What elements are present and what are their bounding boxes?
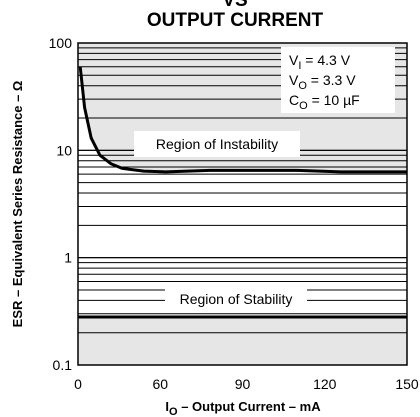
stability-label: Region of Stability [180, 291, 293, 307]
y-tick-label: 0.1 [53, 357, 73, 373]
vi-rest: = 4.3 V [301, 52, 350, 68]
x-axis-label-rest: – Output Current – mA [178, 399, 322, 414]
x-tick-label: 0 [74, 376, 82, 392]
co-rest: = 10 µF [308, 92, 360, 108]
instability-label: Region of Instability [156, 136, 278, 152]
x-tick-label: 150 [395, 376, 419, 392]
chart-title-line2: OUTPUT CURRENT [147, 10, 324, 31]
vo-rest: = 3.3 V [307, 72, 356, 88]
stability-region [78, 317, 407, 365]
x-axis-label: IO – Output Current – mA [165, 399, 321, 417]
co-main: C [289, 92, 299, 108]
x-tick-label: 120 [313, 376, 337, 392]
x-tick-label: 60 [152, 376, 168, 392]
y-tick-label: 1 [64, 250, 72, 266]
y-tick-label: 10 [56, 142, 72, 158]
x-tick-label: 90 [235, 376, 251, 392]
y-axis-label: ESR – Equivalent Series Resistance – Ω [10, 81, 25, 328]
y-tick-label: 100 [49, 35, 73, 51]
